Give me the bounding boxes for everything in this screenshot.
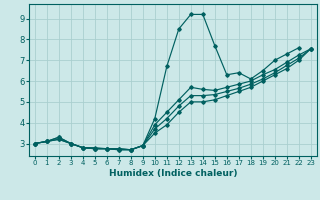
X-axis label: Humidex (Indice chaleur): Humidex (Indice chaleur)	[108, 169, 237, 178]
